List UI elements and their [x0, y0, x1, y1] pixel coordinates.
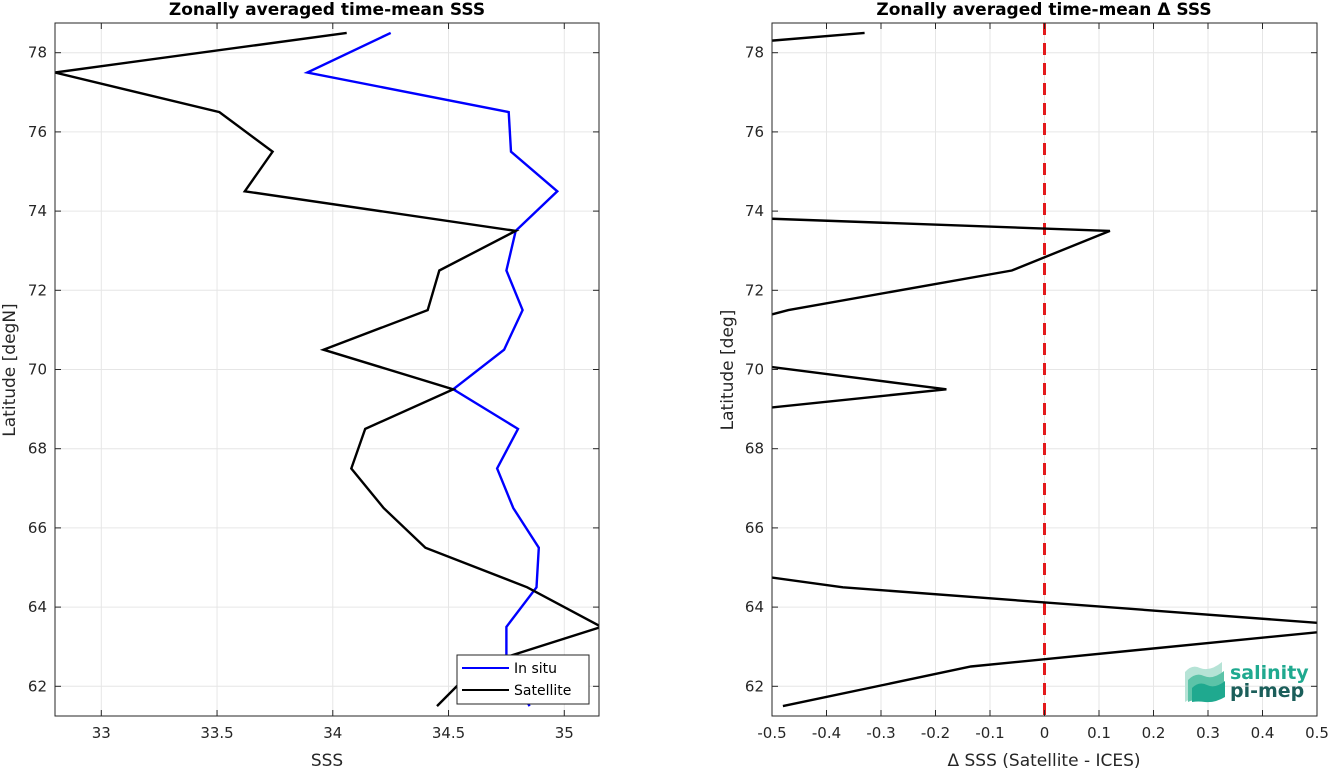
left-x-tick-label: 35 [555, 724, 574, 742]
left-x-tick-label: 34.5 [432, 724, 465, 742]
right-x-tick-label: 0.1 [1087, 724, 1111, 742]
left-y-tick-label: 64 [28, 598, 47, 616]
left-y-tick-label: 76 [28, 123, 47, 141]
left-x-axis-label: SSS [311, 751, 343, 769]
logo-line2: pi-mep [1230, 680, 1304, 702]
left-panel: 33 33.5 34 34.5 35 62 64 66 68 70 72 74 76 78 Zonally… [0, 0, 600, 769]
left-x-tick-label: 34 [323, 724, 342, 742]
left-x-tick-label: 33.5 [200, 724, 233, 742]
legend-box [456, 654, 590, 705]
right-y-tick-label: 78 [745, 44, 764, 62]
left-x-tick-label: 33 [92, 724, 111, 742]
left-y-tick-label: 72 [28, 281, 47, 299]
right-y-tick-label: 76 [745, 123, 764, 141]
right-ticks: -0.5 -0.4 -0.3 -0.2 -0.1 0 0.1 0.2 0.3 0.4 0.5 62 64… [745, 23, 1329, 742]
salinity-pi-mep-logo: salinity pi-mep [1185, 662, 1309, 703]
right-y-axis-label: Latitude [deg] [718, 310, 738, 431]
right-y-tick-label: 62 [745, 677, 764, 695]
left-y-tick-label: 62 [28, 677, 47, 695]
left-chart-title: Zonally averaged time-mean SSS [169, 0, 485, 20]
logo-line1: salinity [1230, 662, 1309, 684]
right-series-line-delta [772, 31, 1317, 708]
left-y-tick-label: 78 [28, 44, 47, 62]
right-x-axis-label: Δ SSS (Satellite - ICES) [947, 751, 1140, 769]
legend-insitu-label: In situ [514, 661, 557, 677]
left-y-tick-label: 68 [28, 440, 47, 458]
right-y-tick-label: 74 [745, 202, 764, 220]
right-y-tick-label: 66 [745, 519, 764, 537]
right-x-tick-label: 0.3 [1196, 724, 1220, 742]
right-x-tick-label: 0.2 [1142, 724, 1166, 742]
right-x-tick-label: -0.4 [812, 724, 841, 742]
left-y-axis-label: Latitude [degN] [0, 303, 20, 436]
right-y-tick-label: 72 [745, 281, 764, 299]
right-x-tick-label: 0 [1040, 724, 1050, 742]
right-y-tick-label: 64 [745, 598, 764, 616]
right-x-tick-label: -0.5 [757, 724, 786, 742]
right-panel: -0.5 -0.4 -0.3 -0.2 -0.1 0 0.1 0.2 0.3 0.4 0.5 62 64… [718, 0, 1329, 769]
left-series-line-in-situ [303, 31, 560, 707]
left-y-tick-label: 66 [28, 519, 47, 537]
right-x-tick-label: -0.2 [921, 724, 950, 742]
legend: In situ Satellite [456, 654, 590, 705]
salinity-wave-logo-icon [1185, 662, 1225, 703]
left-ticks: 33 33.5 34 34.5 35 62 64 66 68 70 72 74 76 78 [28, 23, 599, 742]
right-chart-title: Zonally averaged time-mean Δ SSS [876, 0, 1211, 20]
left-series-group [55, 31, 599, 707]
right-x-tick-label: 0.4 [1251, 724, 1275, 742]
right-x-tick-label: -0.1 [975, 724, 1004, 742]
legend-satellite-label: Satellite [514, 683, 571, 699]
left-series-line-satellite [55, 31, 599, 707]
left-grid [55, 23, 599, 716]
left-y-tick-label: 70 [28, 361, 47, 379]
right-x-tick-label: 0.5 [1305, 724, 1329, 742]
left-y-tick-label: 74 [28, 202, 47, 220]
right-y-tick-label: 68 [745, 440, 764, 458]
right-series-group [772, 23, 1317, 716]
right-y-tick-label: 70 [745, 361, 764, 379]
right-x-tick-label: -0.3 [866, 724, 895, 742]
